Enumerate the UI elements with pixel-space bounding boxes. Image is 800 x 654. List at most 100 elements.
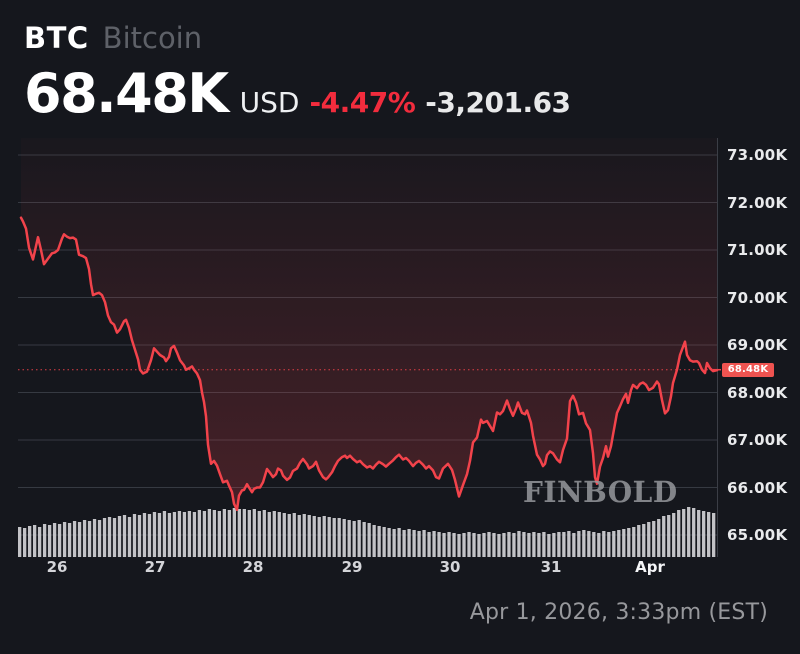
volume-bar — [482, 533, 486, 557]
x-tick-label: 28 — [242, 558, 264, 576]
volume-bar — [477, 534, 481, 557]
volume-bar — [197, 510, 202, 557]
y-tick-label: 66.00K — [727, 478, 788, 497]
volume-bar — [142, 513, 147, 557]
volume-bar — [262, 510, 266, 557]
volume-bar — [162, 511, 167, 557]
price-line — [19, 216, 719, 512]
volume-bar — [322, 516, 326, 557]
volume-bar — [712, 513, 716, 557]
currency-label: USD — [239, 86, 300, 119]
volume-bar — [412, 530, 416, 557]
volume-bar — [302, 514, 306, 557]
volume-bar — [27, 526, 32, 557]
volume-bar — [212, 510, 217, 557]
symbol-ticker: BTC — [24, 21, 89, 55]
volume-bar — [42, 524, 47, 557]
volume-bar — [447, 532, 451, 557]
volume-bar — [167, 513, 172, 557]
volume-bar — [102, 518, 107, 557]
volume-bar — [442, 533, 446, 557]
volume-bar — [82, 520, 87, 557]
volume-bar — [527, 533, 531, 557]
volume-bar — [692, 508, 696, 557]
y-tick-label: 67.00K — [727, 431, 788, 449]
volume-bar — [327, 517, 331, 557]
current-price: 68.48K — [24, 62, 229, 125]
volume-bar — [242, 509, 246, 557]
asset-name: Bitcoin — [102, 21, 203, 55]
volume-bar — [367, 523, 371, 557]
volume-bar — [387, 528, 391, 557]
volume-bar — [627, 528, 631, 557]
volume-bar — [342, 519, 346, 557]
volume-bar — [637, 525, 641, 557]
y-tick-label: 71.00K — [727, 241, 788, 259]
volume-bar — [532, 532, 536, 557]
volume-bar — [502, 533, 506, 557]
volume-bar — [297, 515, 301, 557]
volume-bar — [112, 518, 117, 557]
volume-bar — [127, 517, 132, 557]
volume-bar — [277, 512, 281, 557]
volume-bar — [607, 532, 611, 557]
timestamp: Apr 1, 2026, 3:33pm (EST) — [469, 600, 768, 625]
volume-bar — [157, 513, 162, 557]
volume-bar — [187, 511, 192, 557]
volume-bar — [57, 524, 62, 557]
volume-bar — [172, 512, 177, 557]
volume-bar — [182, 512, 187, 557]
volume-bar — [72, 521, 77, 557]
volume-bar — [267, 512, 271, 557]
volume-bar — [657, 519, 661, 557]
change-absolute: -3,201.63 — [425, 86, 571, 119]
volume-bar — [472, 533, 476, 557]
volume-bar — [632, 527, 636, 557]
y-tick-label: 72.00K — [727, 193, 788, 212]
volume-bar — [427, 532, 431, 557]
volume-bar — [222, 509, 227, 557]
volume-bar — [677, 510, 681, 557]
volume-bar — [317, 517, 321, 557]
volume-bar — [52, 523, 57, 557]
volume-bar — [292, 513, 296, 557]
volume-bar — [417, 531, 421, 557]
volume-bar — [707, 512, 711, 557]
y-tick-label: 69.00K — [727, 336, 788, 354]
volume-bar — [577, 531, 581, 557]
volume-bar — [702, 511, 706, 557]
volume-bar — [252, 509, 256, 557]
volume-bar — [177, 511, 182, 557]
volume-bar — [492, 533, 496, 557]
volume-bar — [682, 509, 686, 557]
x-tick-label: 26 — [46, 558, 68, 576]
area-fill — [21, 138, 717, 510]
volume-bar — [592, 532, 596, 557]
volume-bar — [392, 529, 396, 557]
volume-bar — [622, 529, 626, 557]
volume-bar — [287, 514, 291, 557]
x-tick-label: 30 — [439, 558, 461, 576]
volume-bar — [697, 510, 701, 557]
volume-bar — [202, 511, 207, 557]
volume-bar — [347, 520, 351, 557]
change-percent: -4.47% — [309, 86, 416, 119]
volume-bar — [552, 533, 556, 557]
volume-bar — [667, 515, 671, 557]
volume-bar — [562, 532, 566, 557]
x-tick-label: 27 — [144, 558, 166, 576]
volume-bar — [507, 532, 511, 557]
volume-bar — [337, 518, 341, 557]
volume-bar — [87, 521, 92, 557]
volume-bar — [407, 529, 411, 557]
y-tick-label: 68.00K — [727, 383, 788, 402]
volume-bar — [237, 509, 241, 557]
volume-bar — [62, 522, 67, 557]
volume-bar — [567, 531, 571, 557]
volume-bar — [377, 526, 381, 557]
volume-bar — [37, 527, 42, 557]
volume-bar — [312, 516, 316, 557]
